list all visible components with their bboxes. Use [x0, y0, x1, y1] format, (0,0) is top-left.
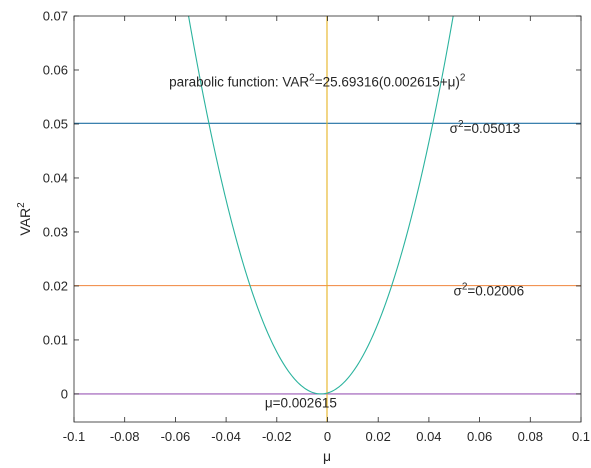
sigma2-annotation-sup-0: 2: [458, 119, 464, 130]
y-axis-label-sup: 2: [16, 202, 27, 208]
x-axis-label: μ: [323, 448, 331, 464]
sigma2-annotation-rest-0: =0.05013: [464, 121, 521, 136]
sigma2-annotation-0.02006: σ2=0.02006: [453, 282, 524, 299]
x-tick-label: 0.1: [572, 429, 590, 444]
sigma2-annotation-rest-1: =0.02006: [467, 284, 524, 299]
x-tick-label: -0.06: [161, 429, 191, 444]
y-tick-label: 0.07: [43, 9, 68, 24]
x-tick-label: 0.02: [366, 429, 391, 444]
parabola-annotation: parabolic function: VAR2=25.69316(0.0026…: [169, 73, 466, 90]
x-tick-label: 0.04: [416, 429, 441, 444]
vertex-annotation: μ=0.002615: [265, 395, 337, 410]
x-tick-label: 0.08: [518, 429, 543, 444]
sigma2-annotation-main-0: σ: [450, 121, 459, 136]
parabola-annotation-sup2: 2: [460, 73, 466, 84]
y-axis-label-main: VAR: [17, 208, 33, 236]
x-tick-label: -0.02: [262, 429, 292, 444]
x-axis-ticks: -0.1 -0.08 -0.06 -0.04 -0.02 0 0.02 0.04 0.06 0.0…: [63, 16, 590, 444]
y-axis-label: VAR2: [16, 202, 33, 236]
x-tick-label: -0.1: [63, 429, 85, 444]
y-tick-label: 0.03: [43, 224, 68, 239]
y-tick-label: 0.04: [43, 170, 68, 185]
y-axis-ticks: 0 0.01 0.02 0.03 0.04 0.05 0.06 0.07: [43, 9, 581, 401]
x-tick-label: -0.08: [110, 429, 140, 444]
y-tick-label: 0: [61, 386, 68, 401]
y-tick-label: 0.06: [43, 62, 68, 77]
y-tick-label: 0.02: [43, 278, 68, 293]
y-tick-label: 0.01: [43, 332, 68, 347]
sigma2-annotation-sup-1: 2: [462, 282, 468, 293]
y-tick-label: 0.05: [43, 116, 68, 131]
x-tick-label: 0.06: [467, 429, 492, 444]
parabola-annotation-sup1: 2: [309, 73, 315, 84]
sigma2-annotation-0.05013: σ2=0.05013: [450, 119, 521, 136]
sigma2-annotation-main-1: σ: [453, 284, 462, 299]
parabola-annotation-main: parabolic function: VAR: [169, 75, 309, 90]
parabola-curve: [187, 16, 454, 395]
parabola-annotation-mid: =25.69316(0.002615+μ): [315, 75, 460, 90]
x-tick-label: 0: [324, 429, 331, 444]
x-tick-label: -0.04: [211, 429, 241, 444]
